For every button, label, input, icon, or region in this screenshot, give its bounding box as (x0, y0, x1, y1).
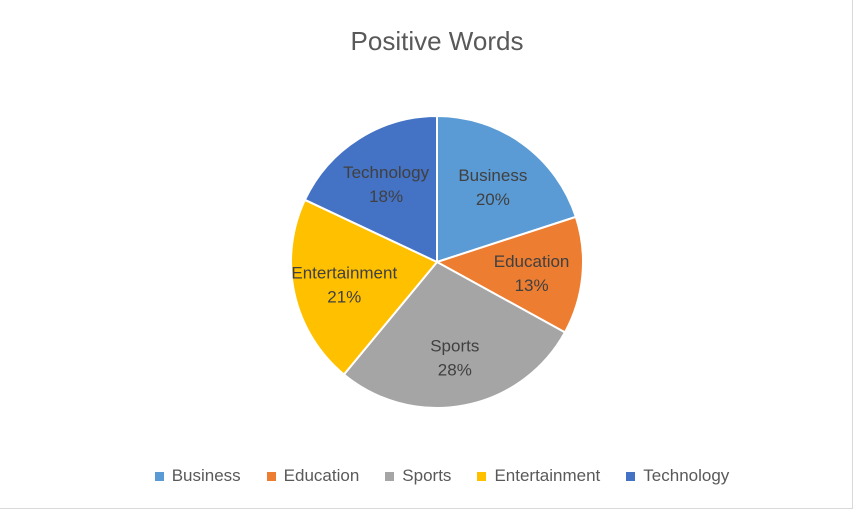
legend-label-technology: Technology (643, 466, 730, 485)
legend-swatch-education (266, 471, 276, 481)
slice-label-education: Education (494, 252, 570, 271)
slice-label-technology: Technology (343, 163, 430, 182)
legend-swatch-business (154, 471, 164, 481)
slice-value-technology: 18% (369, 187, 403, 206)
legend-label-education: Education (283, 466, 360, 485)
slice-value-entertainment: 21% (327, 288, 361, 307)
pie-slice-education (434, 215, 584, 334)
pie-slice-sports (342, 260, 567, 409)
legend-label-entertainment: Entertainment (494, 466, 601, 485)
legend-label-business: Business (171, 466, 241, 485)
chart-title: Positive Words (350, 26, 524, 56)
legend-label-sports: Sports (402, 466, 452, 485)
slice-value-sports: 28% (438, 360, 472, 379)
legend-item-business: Business (154, 466, 241, 486)
legend-swatch-sports (385, 471, 395, 481)
legend-item-education: Education (266, 466, 360, 486)
pie-slice-technology (303, 114, 438, 264)
legend-swatch-technology (626, 471, 636, 481)
slice-label-entertainment: Entertainment (291, 264, 397, 283)
legend-swatch-entertainment (477, 471, 487, 481)
legend-item-entertainment: Entertainment (477, 466, 600, 486)
slice-label-sports: Sports (430, 336, 479, 355)
legend: Business Education Sports Entertainment Tech… (0, 466, 854, 486)
slice-label-business: Business (458, 166, 527, 185)
slice-value-education: 13% (515, 276, 549, 295)
legend-item-sports: Sports (385, 466, 451, 486)
slice-value-business: 20% (476, 190, 510, 209)
pie-slice-business (436, 114, 578, 264)
legend-item-technology: Technology (626, 466, 729, 486)
pie-slice-entertainment (290, 198, 439, 376)
